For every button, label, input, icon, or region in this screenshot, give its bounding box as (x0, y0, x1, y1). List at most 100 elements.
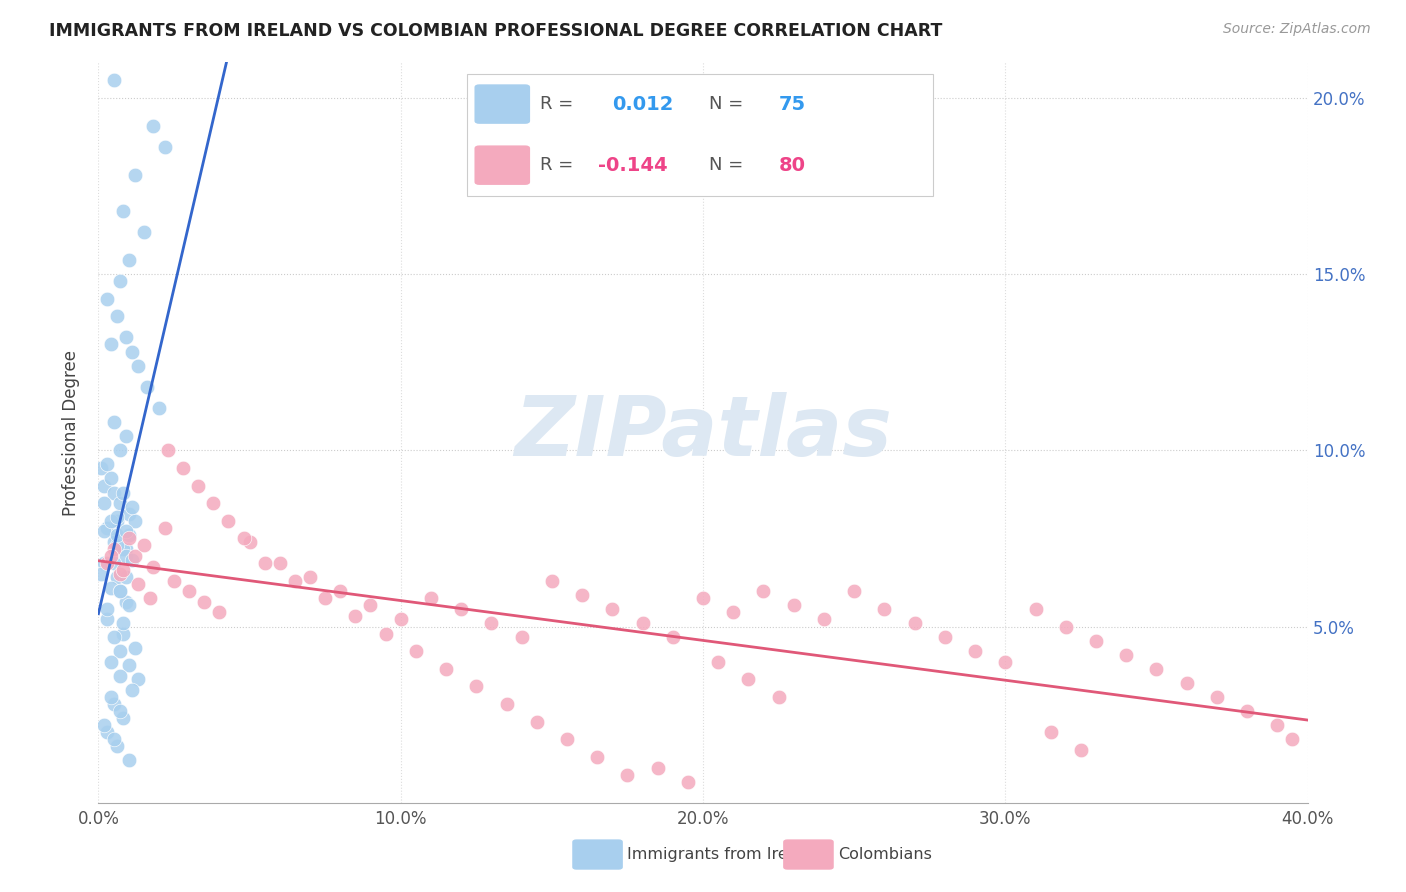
Point (360, 599, 382, 613)
Point (103, 415, 125, 429)
Point (526, 714, 548, 729)
Point (118, 754, 141, 768)
Point (1281, 732, 1303, 747)
Point (96, 458, 118, 472)
Point (616, 767, 638, 781)
Point (374, 626, 396, 640)
Point (114, 429, 136, 443)
Point (723, 606, 745, 620)
Point (179, 584, 201, 599)
Point (124, 168, 146, 182)
Point (111, 563, 134, 577)
Point (114, 330, 136, 344)
Point (873, 602, 896, 616)
Point (232, 532, 254, 546)
Point (90, 566, 112, 581)
Point (1070, 743, 1092, 757)
Point (768, 690, 790, 704)
Point (114, 570, 136, 584)
Point (111, 203, 134, 218)
Point (389, 612, 412, 626)
Point (904, 615, 927, 630)
Point (105, 510, 128, 524)
Point (495, 697, 517, 711)
Point (555, 732, 578, 747)
Point (132, 225, 155, 239)
Point (105, 514, 128, 528)
Point (269, 556, 291, 570)
Point (148, 401, 170, 415)
Point (96, 725, 118, 739)
Point (118, 507, 141, 521)
Point (1175, 676, 1198, 690)
Point (153, 521, 176, 535)
Point (108, 443, 131, 458)
Point (965, 644, 987, 658)
Point (1144, 662, 1167, 676)
Point (108, 644, 131, 658)
Point (93, 478, 115, 492)
Point (103, 535, 125, 549)
Point (737, 673, 759, 687)
Point (111, 615, 134, 630)
Point (100, 471, 122, 485)
Point (105, 310, 128, 324)
Point (103, 485, 125, 500)
Point (844, 584, 866, 599)
Point (1267, 718, 1289, 732)
Point (127, 577, 149, 591)
Point (217, 514, 239, 528)
Text: IMMIGRANTS FROM IRELAND VS COLOMBIAN PROFESSIONAL DEGREE CORRELATION CHART: IMMIGRANTS FROM IRELAND VS COLOMBIAN PRO… (49, 22, 942, 40)
FancyBboxPatch shape (474, 85, 530, 124)
Point (103, 556, 125, 570)
Point (103, 73, 125, 87)
Point (111, 485, 134, 500)
Point (193, 595, 215, 609)
Point (127, 359, 149, 373)
Point (100, 690, 122, 704)
Point (96, 521, 118, 535)
Text: 75: 75 (779, 95, 806, 113)
Point (647, 760, 669, 774)
Point (111, 711, 134, 725)
Point (813, 612, 835, 626)
Point (103, 697, 125, 711)
Point (114, 549, 136, 563)
Y-axis label: Professional Degree: Professional Degree (62, 350, 80, 516)
Point (752, 584, 775, 599)
Point (108, 584, 131, 599)
Text: Colombians: Colombians (838, 847, 932, 862)
Point (163, 574, 186, 588)
Point (676, 774, 699, 789)
Point (108, 584, 131, 599)
Point (1236, 704, 1258, 718)
FancyBboxPatch shape (474, 145, 530, 185)
Point (450, 602, 472, 616)
Point (994, 655, 1017, 669)
Point (100, 337, 122, 351)
Point (90, 461, 112, 475)
Point (105, 570, 128, 584)
Point (96, 602, 118, 616)
Point (661, 630, 683, 644)
Point (121, 500, 143, 514)
Text: Immigrants from Ireland: Immigrants from Ireland (627, 847, 823, 862)
Point (1115, 648, 1137, 662)
Point (124, 549, 146, 563)
Text: 0.012: 0.012 (613, 95, 673, 113)
Text: N =: N = (709, 95, 749, 113)
Point (314, 591, 336, 606)
Point (114, 524, 136, 539)
Point (105, 739, 128, 754)
Point (465, 680, 488, 694)
Point (124, 514, 146, 528)
Point (108, 566, 131, 581)
Point (105, 538, 128, 552)
Point (114, 595, 136, 609)
Point (93, 496, 115, 510)
Point (405, 644, 427, 658)
Text: R =: R = (540, 156, 579, 174)
Point (121, 552, 143, 566)
Point (105, 528, 128, 542)
Point (105, 532, 128, 546)
